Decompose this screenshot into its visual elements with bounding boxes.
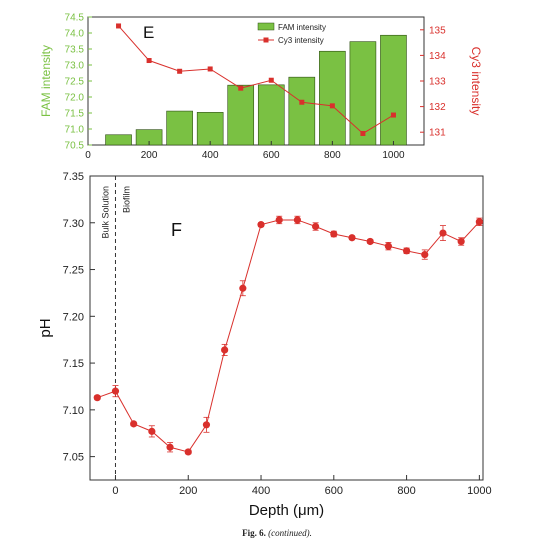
ph-point: [348, 234, 356, 242]
ph-point: [166, 443, 174, 451]
ph-point: [111, 387, 120, 395]
ph-point: [239, 284, 247, 292]
figure-caption: Fig. 6. (continued).: [0, 528, 554, 538]
ph-point: [202, 421, 211, 429]
legend-fam-label: FAM intensity: [278, 23, 326, 32]
x-tick-label: 200: [179, 485, 197, 497]
y-axis-title: pH: [37, 318, 54, 337]
x-tick-label: 600: [325, 485, 343, 497]
right-axis-title: Cy3 intensity: [469, 47, 483, 116]
left-tick-label: 73.0: [65, 61, 85, 72]
cy3-point: [238, 85, 244, 91]
ph-point: [475, 218, 483, 226]
ph-point: [93, 394, 101, 402]
ph-point: [184, 448, 192, 456]
left-tick-label: 73.5: [65, 45, 85, 56]
x-tick-label: 1000: [467, 485, 491, 497]
ph-point: [257, 221, 265, 229]
ph-point: [366, 237, 374, 246]
ph-point: [148, 427, 156, 435]
cy3-point: [268, 77, 274, 83]
panel-f-label: F: [171, 220, 182, 240]
ph-point: [457, 237, 465, 246]
y-tick-label: 7.15: [63, 358, 84, 370]
x-tick-label: 0: [112, 485, 118, 497]
right-tick-label: 134: [429, 51, 446, 62]
fam-bar: [319, 50, 346, 146]
legend-cy3-label: Cy3 intensity: [278, 36, 324, 45]
right-tick-label: 131: [429, 128, 446, 139]
fam-bar: [257, 84, 285, 146]
x-tick-label: 600: [263, 150, 280, 161]
y-tick-label: 7.20: [63, 311, 84, 323]
cy3-point: [207, 66, 213, 72]
left-tick-label: 72.5: [65, 77, 85, 88]
fam-bar: [166, 110, 193, 146]
fam-bar: [349, 41, 377, 146]
left-tick-label: 70.5: [65, 141, 85, 152]
y-tick-label: 7.35: [63, 171, 84, 183]
x-tick-label: 400: [202, 150, 219, 161]
ph-point: [130, 420, 138, 428]
ph-point: [439, 229, 447, 237]
ph-point: [402, 247, 411, 255]
ph-point: [221, 346, 229, 354]
panel-f-chart: 7.05 7.10 7.15 7.20 7.25 7.30 7.35 0 200 400 600 80…: [37, 171, 492, 519]
ph-line: [97, 219, 480, 453]
x-tick-label: 400: [252, 485, 270, 497]
panel-e-chart: 70.5 71.0 71.5 72.0 72.5 73.0 73.5 74.0 74.5 131 1…: [39, 13, 483, 162]
cy3-point: [146, 58, 152, 64]
caption-text: (continued).: [268, 528, 312, 538]
cy3-point: [116, 23, 122, 29]
left-axis-title: FAM intensity: [39, 45, 53, 117]
x-tick-label: 1000: [382, 150, 405, 161]
cy3-point: [299, 99, 305, 105]
panel-e-label: E: [143, 23, 154, 42]
biofilm-label: Biofilm: [121, 186, 131, 213]
legend-cy3-marker: [263, 37, 269, 43]
left-tick-label: 72.0: [65, 93, 85, 104]
y-tick-label: 7.05: [63, 452, 84, 464]
x-tick-label: 200: [141, 150, 158, 161]
left-tick-label: 74.0: [65, 29, 85, 40]
cy3-line: [118, 25, 394, 135]
fam-bar: [227, 84, 255, 146]
ph-point: [421, 250, 429, 259]
ph-point: [293, 216, 302, 224]
fam-bar: [105, 134, 132, 146]
x-axis-title: Depth (μm): [249, 502, 324, 519]
cy3-point: [177, 68, 183, 74]
x-tick-label: 0: [85, 150, 91, 161]
left-tick-label: 71.0: [65, 125, 85, 136]
ph-point: [330, 230, 338, 238]
y-tick-label: 7.25: [63, 265, 84, 277]
ph-point: [384, 242, 392, 250]
x-tick-label: 800: [324, 150, 341, 161]
panel-f-plot-frame: [89, 175, 484, 481]
legend-fam-swatch: [257, 22, 275, 31]
y-tick-label: 7.30: [63, 218, 84, 230]
fam-bar: [288, 76, 316, 146]
cy3-point: [329, 103, 335, 109]
caption-label: Fig. 6.: [242, 528, 266, 538]
x-tick-label: 800: [397, 485, 415, 497]
right-tick-label: 135: [429, 25, 446, 36]
y-tick-label: 7.10: [63, 405, 84, 417]
bulk-solution-label: Bulk Solution: [100, 186, 110, 239]
right-tick-label: 133: [429, 77, 446, 88]
left-tick-label: 74.5: [65, 13, 85, 24]
right-tick-label: 132: [429, 102, 446, 113]
fam-bar: [380, 34, 407, 146]
fam-bar: [196, 112, 224, 146]
left-tick-label: 71.5: [65, 109, 85, 120]
cy3-point: [390, 112, 396, 118]
cy3-point: [360, 130, 366, 136]
ph-point: [275, 216, 283, 224]
ph-point: [312, 222, 320, 231]
